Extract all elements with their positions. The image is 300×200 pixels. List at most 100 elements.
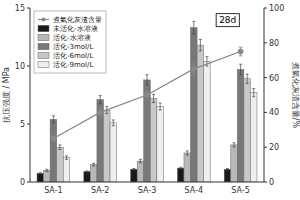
line-marker bbox=[98, 110, 103, 115]
error-bar bbox=[179, 167, 182, 169]
x-tick-label: SA-5 bbox=[231, 186, 250, 195]
legend-label: 活化-9mol/L bbox=[53, 61, 93, 69]
bar bbox=[57, 147, 64, 182]
y-tick-label: 5 bbox=[20, 120, 25, 129]
line-marker bbox=[145, 93, 150, 98]
y2-tick bbox=[264, 77, 267, 78]
error-bar bbox=[39, 173, 42, 174]
bar bbox=[110, 123, 117, 182]
error-bar bbox=[139, 159, 142, 162]
error-bar bbox=[226, 169, 229, 170]
y2-tick-label: 80 bbox=[269, 39, 279, 48]
bar bbox=[37, 173, 44, 182]
bar bbox=[137, 161, 144, 182]
error-bar bbox=[192, 21, 195, 34]
error-bar bbox=[146, 75, 149, 85]
plot-area bbox=[37, 21, 257, 182]
y2-tick bbox=[264, 182, 267, 183]
legend-swatch bbox=[38, 52, 49, 58]
bar bbox=[157, 107, 164, 182]
line-error-bar bbox=[98, 109, 102, 116]
error-bar bbox=[52, 116, 55, 123]
y2-axis-label: 煮氣化灰渣含量/% bbox=[291, 62, 300, 129]
bar bbox=[84, 172, 91, 182]
error-bar bbox=[92, 163, 95, 166]
line-marker bbox=[191, 66, 196, 71]
x-axis-line bbox=[30, 182, 264, 183]
annotation-text: 28d bbox=[219, 15, 236, 25]
legend-swatch bbox=[38, 25, 49, 31]
chart: 051015020406080100SA-1SA-2SA-3SA-4SA-5抗压… bbox=[0, 0, 300, 200]
annotation-box bbox=[216, 14, 239, 27]
y2-tick bbox=[264, 112, 267, 113]
y2-tick-label: 100 bbox=[269, 4, 284, 13]
legend-label: 活化-6mol/L bbox=[53, 52, 93, 60]
bar bbox=[50, 119, 57, 182]
y-tick bbox=[27, 66, 30, 67]
error-bar bbox=[58, 145, 61, 150]
bar bbox=[244, 79, 251, 182]
line-marker bbox=[51, 136, 56, 141]
bar bbox=[231, 145, 238, 182]
legend-label: 煮氣化灰渣含量 bbox=[53, 16, 102, 24]
y2-tick-label: 0 bbox=[269, 178, 274, 187]
y2-tick-label: 60 bbox=[269, 74, 279, 83]
bar bbox=[90, 165, 97, 182]
y2-tick-label: 20 bbox=[269, 143, 279, 152]
y2-axis-line bbox=[264, 8, 265, 182]
y-axis-label: 抗压强度 / MPa bbox=[2, 67, 11, 123]
bar bbox=[191, 28, 198, 182]
bar bbox=[224, 169, 231, 182]
line-error-bar bbox=[239, 47, 243, 56]
line bbox=[53, 52, 240, 139]
line-error-bar bbox=[192, 64, 196, 74]
y-tick-label: 10 bbox=[15, 62, 25, 71]
legend-marker bbox=[42, 18, 46, 22]
error-bar bbox=[112, 120, 115, 126]
error-bar bbox=[65, 156, 68, 159]
bar bbox=[63, 158, 70, 182]
x-tick-label: SA-4 bbox=[185, 186, 204, 195]
bar bbox=[103, 110, 110, 182]
line-marker bbox=[238, 49, 243, 54]
y2-tick bbox=[264, 42, 267, 43]
bar bbox=[97, 100, 104, 182]
line-error-bar bbox=[51, 136, 55, 141]
legend-swatch bbox=[38, 43, 49, 49]
legend: 煮氣化灰渣含量未活化-水溶液活化-水溶液活化-3mol/L活化-6mol/L活化… bbox=[34, 11, 106, 73]
x-tick-label: SA-3 bbox=[138, 186, 157, 195]
legend-label: 活化-3mol/L bbox=[53, 43, 93, 51]
legend-label: 未活化-水溶液 bbox=[53, 25, 98, 33]
bar bbox=[150, 98, 157, 182]
error-bar bbox=[99, 96, 102, 104]
error-bar bbox=[45, 169, 48, 171]
error-bar bbox=[252, 89, 255, 97]
error-bar bbox=[152, 94, 155, 102]
x-tick-label: SA-2 bbox=[91, 186, 110, 195]
y-tick bbox=[27, 8, 30, 9]
bar bbox=[250, 93, 257, 182]
y-tick-label: 15 bbox=[15, 4, 25, 13]
legend-swatch bbox=[38, 34, 49, 40]
bar bbox=[184, 153, 191, 182]
bar bbox=[131, 169, 138, 182]
error-bar bbox=[246, 74, 249, 83]
y2-tick bbox=[264, 8, 267, 9]
legend-label: 活化-水溶液 bbox=[53, 34, 91, 42]
y2-tick-label: 40 bbox=[269, 108, 279, 117]
error-bar bbox=[159, 103, 162, 110]
error-bar bbox=[233, 143, 236, 147]
bar bbox=[204, 61, 211, 182]
legend-box bbox=[34, 11, 106, 73]
y-tick bbox=[27, 124, 30, 125]
y-tick bbox=[27, 182, 30, 183]
error-bar bbox=[186, 151, 189, 155]
error-bar bbox=[132, 169, 135, 170]
error-bar bbox=[199, 39, 202, 51]
annotation: 28d bbox=[216, 14, 239, 27]
bar bbox=[237, 69, 244, 182]
bar bbox=[44, 170, 51, 182]
bar bbox=[144, 80, 151, 182]
line-error-bar bbox=[145, 91, 149, 100]
error-bar bbox=[86, 171, 89, 172]
